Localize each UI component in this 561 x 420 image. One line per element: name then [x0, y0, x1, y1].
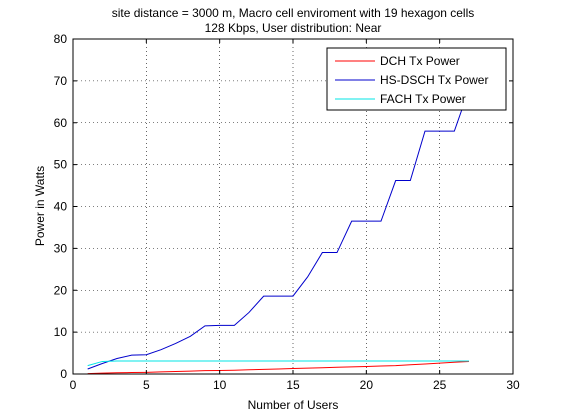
- x-tick-label: 0: [70, 378, 77, 392]
- legend: DCH Tx Power HS-DSCH Tx Power FACH Tx Powe…: [326, 47, 507, 111]
- y-tick-label: 60: [54, 116, 68, 130]
- y-tick-label: 30: [54, 241, 68, 255]
- axis-ticks: 0 5 10 15 20 25 30 0 10 20 30 40 50 60 70 80: [54, 32, 520, 392]
- chart-title: site distance = 3000 m, Macro cell envir…: [112, 6, 475, 20]
- grid: [73, 39, 513, 374]
- y-tick-label: 0: [60, 367, 67, 381]
- x-tick-label: 10: [213, 378, 227, 392]
- y-tick-label: 80: [54, 32, 68, 46]
- x-tick-label: 20: [360, 378, 374, 392]
- series-line-2: [87, 360, 469, 367]
- y-tick-label: 10: [54, 325, 68, 339]
- y-tick-label: 50: [54, 158, 68, 172]
- x-tick-label: 25: [433, 378, 447, 392]
- y-tick-label: 70: [54, 74, 68, 88]
- legend-label-0: DCH Tx Power: [380, 54, 460, 68]
- series-line-0: [87, 360, 470, 374]
- chart-subtitle: 128 Kbps, User distribution: Near: [205, 21, 382, 35]
- x-tick-label: 5: [143, 378, 150, 392]
- y-tick-label: 20: [54, 283, 68, 297]
- y-axis-title: Power in Watts: [33, 166, 47, 246]
- legend-label-1: HS-DSCH Tx Power: [380, 73, 488, 87]
- x-tick-label: 30: [506, 378, 520, 392]
- legend-label-2: FACH Tx Power: [380, 92, 466, 106]
- series-line-1: [87, 89, 470, 370]
- legend-box: [326, 47, 507, 111]
- y-tick-label: 40: [54, 200, 68, 214]
- series-layer: [87, 89, 470, 374]
- x-axis-title: Number of Users: [248, 398, 339, 412]
- x-tick-label: 15: [286, 378, 300, 392]
